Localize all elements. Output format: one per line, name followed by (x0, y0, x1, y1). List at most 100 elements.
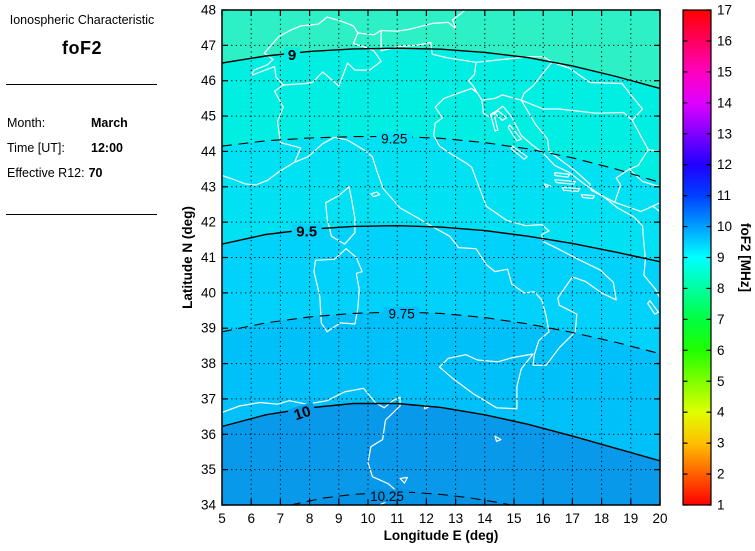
contour-label-gap (383, 306, 420, 321)
x-tick-label: 11 (390, 511, 404, 526)
colorbar-tick-label: 5 (717, 374, 725, 389)
colorbar-tick-label: 12 (717, 157, 732, 172)
coastline-austria-west-border (357, 29, 382, 52)
x-tick-label: 8 (306, 511, 314, 526)
coastline-island-mljet (580, 194, 595, 200)
month-row: Month: March (7, 111, 163, 136)
coastline-italy-austria-border (380, 41, 477, 63)
x-tick-label: 9 (335, 511, 343, 526)
x-tick-label: 10 (360, 511, 375, 526)
y-tick-label: 35 (201, 462, 216, 477)
band-fill-below-10 (222, 403, 660, 505)
colorbar-tick-label: 13 (717, 126, 732, 141)
x-tick-label: 7 (277, 511, 285, 526)
band-fill-below-10.25 (222, 492, 660, 505)
x-tick-label: 20 (652, 511, 667, 526)
coastline-albania-macedonia-border (652, 205, 660, 213)
coastline-island-dugi-otok (510, 145, 528, 160)
y-tick-label: 43 (201, 179, 216, 194)
coastline-switzerland-border (250, 16, 382, 87)
map-area: 9 9.25 9.5 9.75 10 10.25 (222, 10, 660, 505)
coastline-montenegro-albania-border (614, 201, 660, 213)
r12-label: Effective R12: (7, 166, 85, 180)
coastline-malta (494, 435, 502, 442)
colorbar-tick-label: 6 (717, 343, 725, 358)
y-axis-label: Latitude N (deg) (180, 206, 195, 309)
month-label: Month: (7, 116, 46, 130)
coastline-croatia-serbia-border (631, 96, 644, 121)
coastline-italy-slovenia-border (468, 61, 479, 94)
colorbar-tick-label: 2 (717, 467, 725, 482)
y-tick-label: 34 (201, 498, 217, 513)
r12-value: 70 (88, 166, 103, 180)
contour-label-gap (284, 47, 301, 63)
y-tick-label: 44 (201, 144, 217, 159)
contour-9.75 (222, 311, 660, 355)
month-value: March (91, 116, 128, 130)
contour-label-9.25: 9.25 (381, 132, 407, 147)
y-tick-label: 40 (201, 285, 216, 300)
coastline-sicily (438, 353, 534, 410)
contour-label-gap (291, 223, 322, 239)
y-tick-label: 48 (201, 3, 216, 18)
x-tick-label: 16 (536, 511, 551, 526)
coastline-africa-coast (222, 387, 401, 505)
colorbar-tick-label: 11 (717, 188, 731, 203)
coastline-island-krk (494, 110, 508, 121)
time-value: 12:00 (91, 141, 123, 155)
colorbar-axis-label: foF2 [MHz] (738, 223, 753, 292)
x-tick-label: 5 (218, 511, 226, 526)
contour-label-gap (376, 131, 413, 146)
colorbar-tick-label: 14 (717, 95, 733, 110)
colorbar-tick-label: 3 (717, 436, 725, 451)
contour-label-10: 10 (292, 403, 313, 424)
coastline-island-hvar (554, 179, 576, 185)
colorbar-tick-label: 4 (717, 405, 725, 420)
divider (6, 214, 157, 215)
coastline-croatia-hungary-border (551, 61, 633, 98)
colorbar-tick-label: 1 (717, 498, 725, 513)
coastline-island-brac (554, 172, 571, 178)
x-axis-label: Longitude E (deg) (384, 528, 499, 543)
time-row: Time [UT]: 12:00 (7, 136, 163, 161)
y-tick-label: 37 (201, 391, 216, 406)
contour-label-9: 9 (288, 47, 296, 64)
coastline-balkan-coast (476, 92, 660, 299)
coastline-island-cres (490, 111, 499, 132)
contour-label-gap (364, 489, 409, 503)
characteristic-name: foF2 (62, 38, 102, 58)
x-tick-label: 19 (623, 511, 638, 526)
coastline-germany-austria-border (380, 10, 465, 32)
coastline-corfu (647, 300, 660, 315)
x-tick-label: 14 (477, 511, 493, 526)
parameter-list: Month: March Time [UT]: 12:00 Effective R1… (7, 111, 163, 186)
y-tick-label: 41 (201, 250, 216, 265)
y-tick-label: 42 (201, 215, 216, 230)
x-tick-label: 12 (419, 511, 434, 526)
y-tick-label: 45 (201, 109, 216, 124)
coastline-sardinia (313, 248, 363, 333)
y-tick-label: 36 (201, 427, 216, 442)
info-sidebar: Ionospheric Characteristic foF2 Month: Ma… (0, 0, 165, 551)
contour-9.25 (222, 136, 660, 184)
coastline-france-italy-border (274, 84, 302, 162)
sidebar-title: Ionospheric Characteristic (9, 13, 155, 27)
time-label: Time [UT]: (7, 141, 65, 155)
coastline-france-italy-coast (222, 87, 617, 366)
coastline-croatia-bosnia-border-n (520, 99, 633, 121)
x-tick-label: 18 (594, 511, 609, 526)
coastline-island-pag (507, 124, 522, 142)
colorbar-tick-label: 15 (717, 64, 732, 79)
x-tick-label: 15 (506, 511, 521, 526)
y-tick-label: 39 (201, 321, 216, 336)
colorbar-tick-label: 16 (717, 33, 732, 48)
coastline-island-korcula (561, 186, 581, 192)
colorbar-tick-label: 8 (717, 281, 725, 296)
coastline-croatia-bosnia-border-w (520, 99, 616, 203)
coastline-austria-slovenia-border (475, 56, 553, 63)
colorbar-tick-label: 17 (717, 3, 732, 18)
contour-label-9.5: 9.5 (296, 223, 317, 240)
colorbar (683, 10, 711, 505)
